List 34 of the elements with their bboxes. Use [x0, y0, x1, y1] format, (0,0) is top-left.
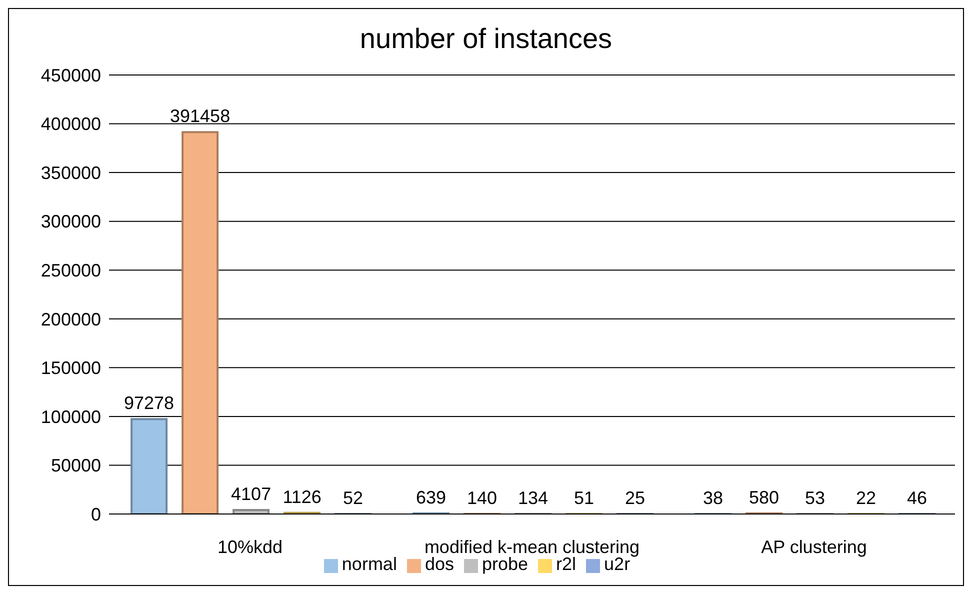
data-label: 52 [343, 488, 364, 508]
data-label: 580 [749, 487, 780, 508]
data-label: 22 [856, 488, 876, 508]
x-tick-label: 10%kdd [217, 536, 283, 557]
y-tick-label: 250000 [40, 260, 101, 280]
data-label: 38 [703, 488, 724, 508]
y-tick-label: 200000 [40, 309, 101, 330]
x-tick-label: AP clustering [761, 536, 867, 557]
legend-label: dos [424, 554, 454, 574]
legend-label: u2r [604, 554, 630, 574]
y-tick-label: 150000 [40, 358, 101, 378]
chart-title: number of instances [358, 23, 614, 55]
data-label: 4107 [231, 484, 272, 504]
y-tick-label: 0 [90, 504, 101, 524]
y-tick-label: 100000 [40, 406, 101, 427]
data-label: 46 [907, 488, 928, 508]
y-tick-label: 50000 [50, 456, 101, 476]
legend-label: probe [482, 554, 528, 574]
legend-label: normal [342, 554, 397, 574]
x-tick-label: modified k-mean clustering [424, 536, 640, 557]
data-label: 134 [518, 488, 548, 508]
data-label: 1126 [282, 486, 322, 507]
data-label: 25 [625, 488, 646, 508]
y-tick-label: 350000 [40, 162, 101, 183]
legend-label: r2l [556, 554, 576, 574]
y-tick-label: 400000 [40, 114, 101, 134]
y-tick-label: 300000 [40, 212, 101, 232]
data-label: 140 [467, 488, 498, 508]
data-label: 391458 [170, 106, 230, 126]
data-label: 639 [416, 487, 446, 508]
data-label: 53 [805, 488, 826, 508]
data-label: 97278 [124, 393, 174, 414]
y-tick-label: 450000 [40, 65, 101, 86]
data-label: 51 [574, 488, 594, 508]
